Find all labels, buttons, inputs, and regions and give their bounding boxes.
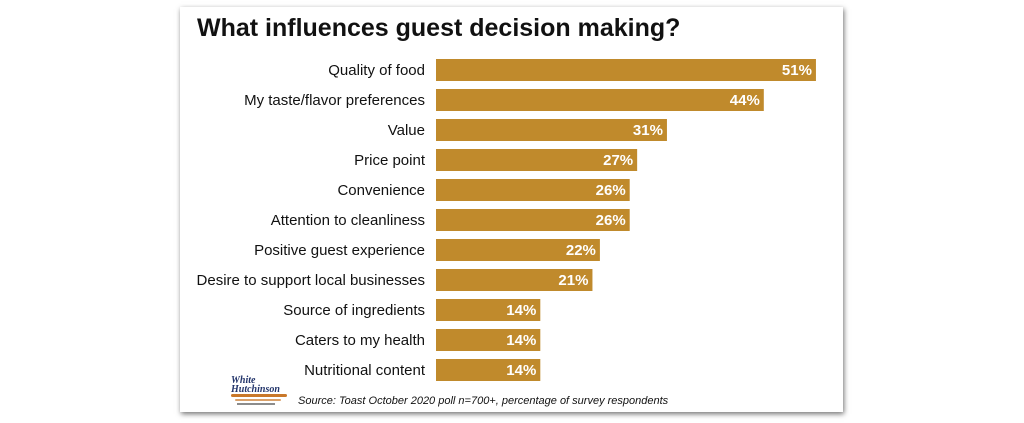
value-label: 14% xyxy=(506,362,536,379)
category-label: Price point xyxy=(354,152,426,169)
bar-4 xyxy=(436,179,630,201)
value-label: 44% xyxy=(730,92,760,109)
bar-2 xyxy=(436,119,667,141)
category-label: Value xyxy=(388,122,425,139)
category-label: Positive guest experience xyxy=(254,242,425,259)
value-label: 14% xyxy=(506,332,536,349)
bar-7 xyxy=(436,269,593,291)
source-note: Source: Toast October 2020 poll n=700+, … xyxy=(298,395,669,407)
bar-3 xyxy=(436,149,638,171)
bar-9 xyxy=(436,329,541,351)
value-label: 27% xyxy=(603,152,633,169)
bar-5 xyxy=(436,209,630,231)
value-label: 22% xyxy=(566,242,596,259)
chart-title: What influences guest decision making? xyxy=(197,14,681,42)
bar-chart: Quality of food 51% My taste/flavor prefer… xyxy=(197,59,816,381)
category-label: Attention to cleanliness xyxy=(271,212,425,229)
category-label: Source of ingredients xyxy=(283,302,425,319)
bar-10 xyxy=(436,359,541,381)
category-label: Caters to my health xyxy=(295,332,425,349)
category-label: My taste/flavor preferences xyxy=(244,92,425,109)
category-label: Nutritional content xyxy=(304,362,426,379)
value-label: 26% xyxy=(596,212,626,229)
chart-card: What influences guest decision making? Q… xyxy=(180,7,843,412)
category-label: Convenience xyxy=(337,182,425,199)
bar-1 xyxy=(436,89,764,111)
logo-text: White Hutchinson xyxy=(231,375,280,395)
bar-6 xyxy=(436,239,600,261)
category-label: Desire to support local businesses xyxy=(197,272,425,289)
bar-8 xyxy=(436,299,541,321)
value-label: 14% xyxy=(506,302,536,319)
white-hutchinson-logo-icon: White Hutchinson xyxy=(231,376,293,412)
value-label: 31% xyxy=(633,122,663,139)
value-label: 26% xyxy=(596,182,626,199)
bar-0 xyxy=(436,59,816,81)
value-label: 21% xyxy=(558,272,588,289)
value-label: 51% xyxy=(782,62,812,79)
category-label: Quality of food xyxy=(328,62,425,79)
